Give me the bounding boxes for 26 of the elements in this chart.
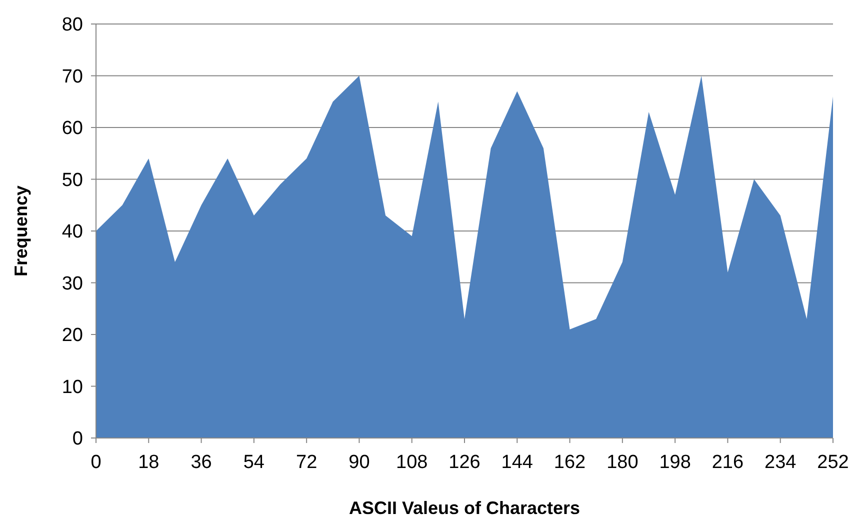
- y-tick-label: 0: [72, 428, 83, 450]
- x-axis-title: ASCII Valeus of Characters: [348, 498, 580, 518]
- x-tick-label: 144: [501, 452, 534, 473]
- x-tick-label: 198: [659, 452, 691, 473]
- x-tick-label: 126: [448, 452, 480, 473]
- x-tick-label: 252: [817, 452, 849, 473]
- y-tick-label: 30: [62, 273, 83, 294]
- y-axis-title: Frequency: [11, 185, 31, 277]
- y-tick-label: 80: [62, 14, 83, 36]
- x-tick-label: 90: [348, 452, 370, 473]
- y-tick-label: 60: [62, 118, 83, 140]
- x-tick-label: 162: [554, 452, 586, 473]
- y-tick-label: 10: [62, 376, 83, 398]
- x-tick-label: 54: [243, 452, 265, 473]
- x-tick-label: 0: [90, 452, 102, 473]
- x-tick-label: 234: [764, 452, 797, 473]
- x-tick-label: 36: [190, 452, 212, 473]
- x-tick-label: 18: [138, 452, 160, 473]
- y-tick-label: 50: [62, 170, 83, 191]
- y-tick-label: 20: [62, 325, 83, 346]
- x-tick-label: 108: [396, 452, 428, 473]
- x-tick-label: 72: [296, 452, 318, 473]
- x-tick-label: 180: [606, 452, 638, 473]
- y-tick-label: 70: [62, 66, 83, 88]
- y-tick-label: 40: [62, 222, 83, 243]
- x-tick-label: 216: [712, 452, 744, 473]
